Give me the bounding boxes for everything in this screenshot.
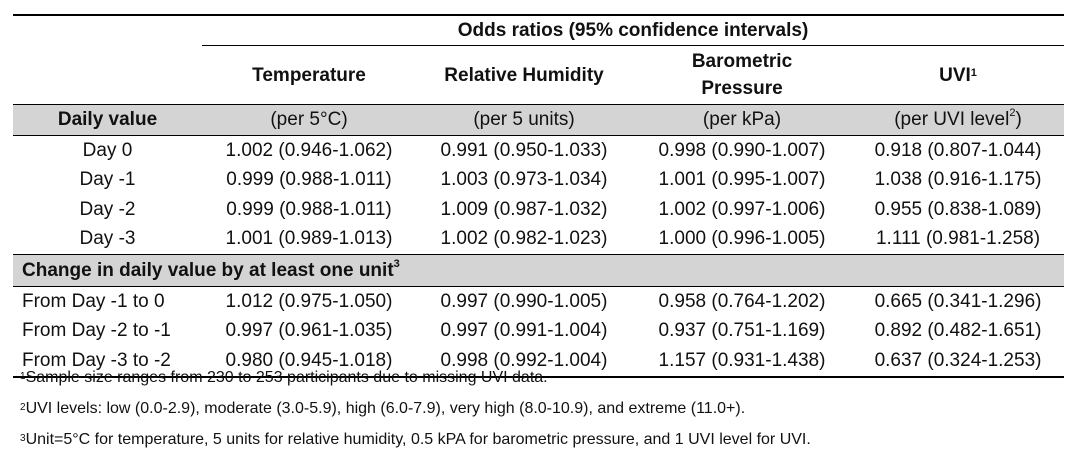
table-cell: 1.009 (0.987-1.032): [440, 198, 608, 220]
super-header-row: Odds ratios (95% confidence intervals): [13, 14, 1065, 46]
section-label-change-text: Change in daily value by at least one un…: [22, 259, 394, 281]
column-header-barometric-pressure: Barometric Pressure: [632, 46, 852, 105]
unit-uvi-footnote-mark: 2: [1009, 107, 1016, 119]
table-cell: 1.001 (0.989-1.013): [225, 228, 393, 250]
column-header-temperature: Temperature: [252, 64, 366, 86]
table-row: From Day -2 to -1 0.997 (0.961-1.035) 0.…: [13, 317, 1064, 347]
table-cell: 0.955 (0.838-1.089): [874, 198, 1042, 220]
unit-uvi: (per UVI level2): [852, 104, 1065, 136]
table-cell: 1.012 (0.975-1.050): [225, 290, 393, 312]
table-cell: 0.999 (0.988-1.011): [226, 169, 392, 191]
table-cell: 0.998 (0.992-1.004): [416, 346, 632, 378]
unit-relative-humidity: (per 5 units): [416, 104, 632, 136]
table-cell: 0.637 (0.324-1.253): [852, 346, 1065, 378]
table-row: Day -1 0.999 (0.988-1.011) 1.003 (0.973-…: [13, 166, 1064, 196]
table-row: From Day -3 to -2 0.980 (0.945-1.018) 0.…: [13, 346, 1065, 378]
section-label-change: Change in daily value by at least one un…: [13, 254, 1065, 287]
table-cell: 1.111 (0.981-1.258): [875, 228, 1041, 250]
row-label: Day -2: [79, 198, 136, 220]
footnote-mark: 2: [20, 402, 26, 413]
column-header-row: Temperature Relative Humidity Barometric…: [13, 46, 1064, 105]
table-row: Day -3 1.001 (0.989-1.013) 1.002 (0.982-…: [13, 225, 1064, 255]
row-label: Day -3: [79, 228, 136, 250]
row-label: From Day -1 to 0: [22, 290, 165, 312]
table-cell: 0.937 (0.751-1.169): [658, 320, 826, 342]
unit-uvi-close: ): [1015, 109, 1022, 130]
table-cell: 0.997 (0.961-1.035): [225, 320, 393, 342]
footnotes: 1Sample size ranges from 230 to 253 part…: [20, 368, 1070, 461]
row-label: Day 0: [82, 139, 133, 161]
table-row: From Day -1 to 0 1.012 (0.975-1.050) 0.9…: [13, 287, 1064, 317]
footnote-text: UVI levels: low (0.0-2.9), moderate (3.0…: [25, 400, 746, 417]
column-header-uvi: UVI1: [852, 46, 1064, 105]
section-header-row: Change in daily value by at least one un…: [13, 254, 1065, 287]
footnote-text: Unit=5°C for temperature, 5 units for re…: [25, 431, 811, 448]
column-header-relative-humidity: Relative Humidity: [444, 64, 604, 86]
table-cell: 0.958 (0.764-1.202): [658, 290, 826, 312]
unit-uvi-text: (per UVI level: [894, 109, 1010, 130]
table-cell: 0.665 (0.341-1.296): [874, 290, 1042, 312]
unit-barometric-pressure: (per kPa): [632, 104, 852, 136]
barometric-header-text: Barometric Pressure: [691, 51, 793, 99]
table-cell: 1.000 (0.996-1.005): [658, 228, 826, 250]
table-cell: 0.997 (0.991-1.004): [440, 320, 608, 342]
table-cell: 0.991 (0.950-1.033): [440, 139, 608, 161]
row-label: From Day -2 to -1: [22, 320, 171, 342]
uvi-header-text: UVI: [939, 64, 971, 86]
table-cell: 1.003 (0.973-1.034): [440, 169, 608, 191]
super-header: Odds ratios (95% confidence intervals): [202, 14, 1065, 46]
unit-temperature: (per 5°C): [202, 104, 416, 136]
table-cell: 0.980 (0.945-1.018): [202, 346, 416, 378]
section-footnote-mark: 3: [393, 257, 400, 270]
table-cell: 0.999 (0.988-1.011): [226, 198, 392, 220]
table-cell: 0.892 (0.482-1.651): [874, 320, 1042, 342]
footnote: 1Sample size ranges from 230 to 253 part…: [20, 368, 1070, 399]
table-row: Day -2 0.999 (0.988-1.011) 1.009 (0.987-…: [13, 195, 1064, 225]
table-cell: 1.002 (0.997-1.006): [658, 198, 826, 220]
table-row: Day 0 1.002 (0.946-1.062) 0.991 (0.950-1…: [13, 136, 1064, 166]
footnote: 3Unit=5°C for temperature, 5 units for r…: [20, 430, 1070, 461]
table-cell: 0.997 (0.990-1.005): [440, 290, 608, 312]
footnote-mark: 1: [20, 371, 26, 382]
table-cell: 0.918 (0.807-1.044): [874, 139, 1042, 161]
table-cell: 0.998 (0.990-1.007): [658, 139, 826, 161]
table-cell: 1.002 (0.946-1.062): [225, 139, 393, 161]
row-label: From Day -3 to -2: [13, 346, 202, 378]
table-cell: 1.157 (0.931-1.438): [632, 346, 852, 378]
units-row: Daily value (per 5°C) (per 5 units) (per…: [13, 104, 1065, 136]
footnote-text: Sample size ranges from 230 to 253 parti…: [25, 369, 548, 386]
table-cell: 1.001 (0.995-1.007): [658, 169, 826, 191]
table-cell: 1.038 (0.916-1.175): [874, 169, 1042, 191]
footnote: 2UVI levels: low (0.0-2.9), moderate (3.…: [20, 399, 1070, 430]
footnote-mark: 3: [20, 433, 26, 444]
uvi-footnote-mark: 1: [970, 66, 977, 79]
table-cell: 1.002 (0.982-1.023): [440, 228, 608, 250]
section-label-daily-value: Daily value: [13, 104, 202, 136]
empty-header-cell: [13, 46, 202, 105]
odds-ratio-table: Odds ratios (95% confidence intervals) T…: [13, 14, 1065, 378]
row-label: Day -1: [79, 169, 136, 191]
empty-corner-cell: [13, 14, 202, 46]
